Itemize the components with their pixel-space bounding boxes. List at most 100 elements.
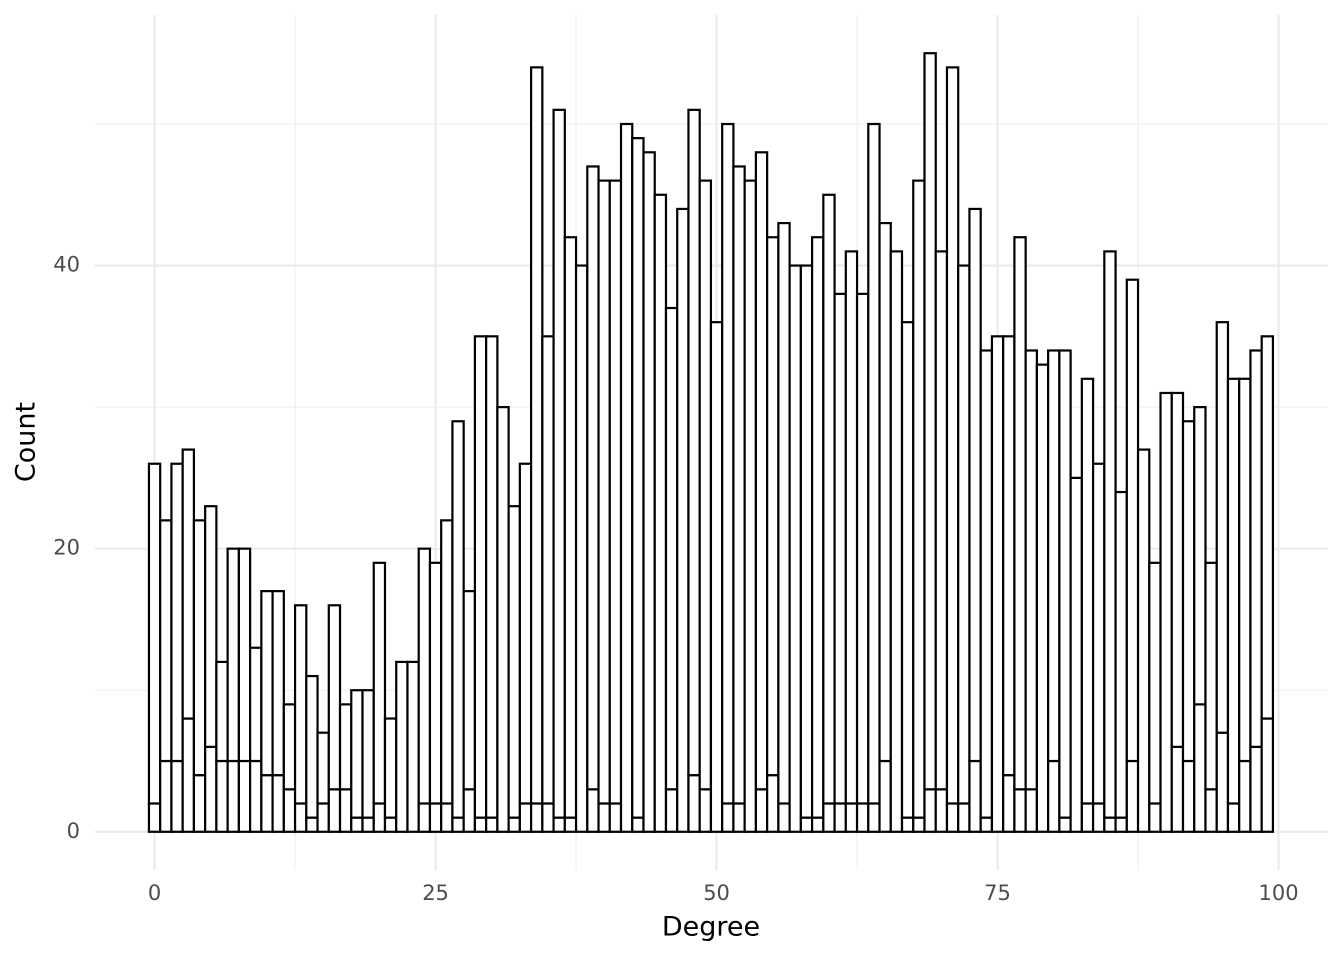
histogram-bar: [788, 264, 802, 833]
histogram-bar: [147, 462, 162, 805]
histogram-bar: [170, 759, 184, 833]
histogram-bar: [507, 816, 521, 833]
histogram-bar: [215, 759, 229, 833]
histogram-bar: [855, 292, 870, 805]
histogram-bar: [305, 674, 319, 819]
histogram-bar: [912, 816, 926, 833]
histogram-bar: [237, 547, 252, 763]
histogram-bar: [192, 519, 207, 777]
histogram-bar: [541, 335, 555, 805]
histogram-bar: [664, 788, 679, 833]
histogram-bar: [383, 816, 398, 833]
histogram-bar: [1091, 802, 1106, 833]
histogram-bar: [215, 660, 229, 763]
histogram-bar: [889, 250, 904, 833]
histogram-bar: [1170, 745, 1185, 833]
histogram-bar: [237, 759, 252, 833]
x-tick-label: 50: [703, 881, 730, 905]
histogram-bar: [1226, 802, 1241, 833]
histogram-bar: [1260, 717, 1275, 833]
histogram-bar: [642, 151, 656, 833]
histogram-bar: [181, 717, 196, 833]
histogram-bar: [968, 207, 982, 763]
histogram-bar: [1058, 816, 1072, 833]
histogram-bar: [181, 448, 196, 720]
histogram-bar: [372, 802, 387, 833]
histogram-bar: [990, 335, 1005, 833]
histogram-bar: [1238, 759, 1252, 833]
histogram-bar: [732, 165, 746, 805]
histogram-bar: [1170, 391, 1185, 748]
histogram-bar: [260, 774, 274, 833]
histogram-bar: [1238, 377, 1252, 763]
histogram-bar: [249, 759, 263, 833]
histogram-bar: [867, 802, 881, 833]
histogram-bar: [440, 519, 454, 805]
histogram-bar: [518, 802, 533, 833]
histogram-bar: [653, 193, 668, 833]
histogram-bar: [945, 802, 960, 833]
histogram-bar: [631, 137, 645, 819]
histogram-bar: [766, 774, 780, 833]
histogram-bar: [833, 292, 847, 805]
histogram-bar: [204, 745, 218, 833]
histogram-bar: [1226, 377, 1241, 805]
x-axis-title: Degree: [662, 912, 760, 943]
histogram-bar: [721, 802, 735, 833]
histogram-bar: [563, 816, 578, 833]
histogram-bar: [170, 462, 184, 763]
histogram-bar: [350, 816, 364, 833]
x-tick-label: 25: [422, 881, 449, 905]
histogram-bar: [945, 66, 960, 805]
histogram-bar: [1002, 774, 1016, 833]
histogram-bar: [316, 802, 330, 833]
histogram-bar: [541, 802, 555, 833]
histogram-bar: [687, 774, 701, 833]
histogram-bar: [1204, 788, 1218, 833]
histogram-bar: [878, 221, 892, 763]
histogram-bar: [316, 731, 330, 805]
histogram-bar: [518, 462, 533, 805]
histogram-bar: [159, 759, 173, 833]
histogram-bar: [799, 816, 814, 833]
histogram-bar: [1080, 377, 1095, 805]
histogram-bar: [1024, 349, 1038, 791]
histogram-bar: [1159, 391, 1173, 833]
histogram-bar: [451, 420, 465, 819]
y-axis-title: Count: [11, 402, 42, 482]
histogram-bar: [563, 236, 578, 819]
histogram-bar: [833, 802, 847, 833]
histogram-bar: [462, 590, 477, 791]
histogram-bar: [957, 264, 971, 805]
x-tick-label: 0: [148, 881, 161, 905]
x-tick-label: 75: [984, 881, 1011, 905]
histogram-bar: [1058, 349, 1072, 819]
histogram-bar: [271, 774, 285, 833]
histogram-bar: [552, 816, 566, 833]
histogram-bar: [698, 788, 713, 833]
histogram-bar: [249, 646, 263, 763]
histogram-bar: [608, 179, 623, 805]
y-tick-label: 40: [53, 253, 80, 277]
histogram-bar: [1136, 448, 1151, 833]
histogram-bar: [1249, 349, 1263, 748]
histogram-bar: [1148, 561, 1162, 805]
histogram-bar: [1103, 250, 1117, 819]
histogram-bar: [496, 406, 510, 833]
histogram-bar: [1148, 802, 1162, 833]
histogram-bar: [383, 717, 398, 819]
histogram-bar: [1047, 759, 1061, 833]
histogram-bar: [159, 519, 173, 763]
y-tick-label: 0: [67, 819, 80, 843]
histogram-bar: [777, 802, 791, 833]
histogram-bar: [934, 250, 949, 791]
histogram-bar: [732, 802, 746, 833]
histogram-bar: [1193, 406, 1207, 706]
histogram-bar: [293, 604, 308, 805]
histogram-bar: [810, 816, 825, 833]
histogram-bar: [912, 179, 926, 819]
histogram-bar: [709, 321, 724, 833]
histogram-bar: [338, 788, 353, 833]
